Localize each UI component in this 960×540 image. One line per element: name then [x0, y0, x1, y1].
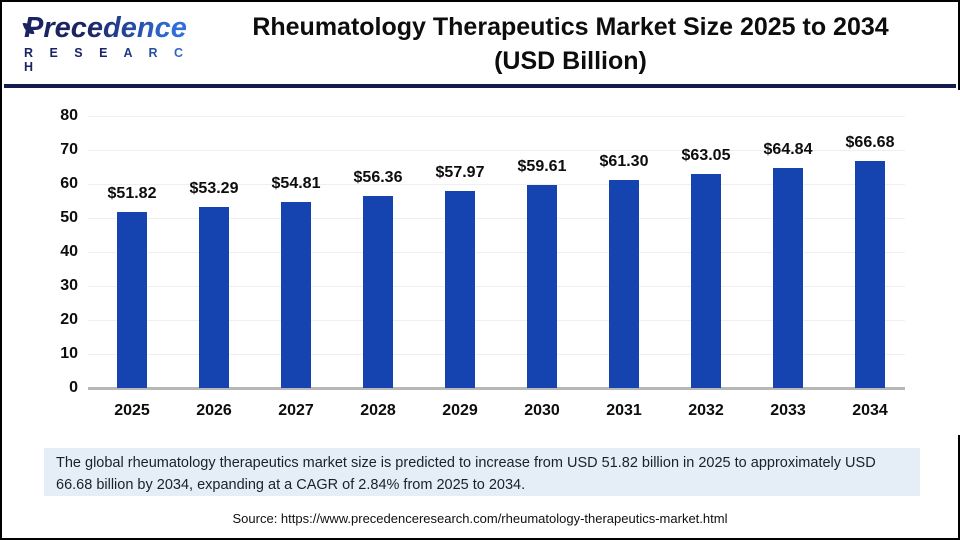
bar-value-label: $51.82 [107, 184, 157, 202]
y-axis-tick-label: 50 [60, 209, 78, 226]
bar-value-label: $63.05 [681, 146, 731, 164]
source-text: Source: https://www.precedenceresearch.c… [232, 511, 728, 526]
bar-value-label: $56.36 [353, 169, 403, 187]
bar-value-label: $59.61 [517, 158, 567, 176]
header: Precedence R E S E A R C H Rheumatology … [4, 4, 956, 84]
title-line-1: Rheumatology Therapeutics Market Size 20… [252, 12, 889, 41]
brand-subtitle: R E S E A R C H [24, 46, 199, 74]
summary-note: The global rheumatology therapeutics mar… [44, 448, 920, 496]
bar [445, 190, 475, 388]
brand-name: Precedence [24, 14, 199, 43]
brand-logo: Precedence R E S E A R C H [4, 14, 199, 74]
y-axis-tick-label: 0 [69, 379, 78, 396]
bar-value-label: $66.68 [845, 134, 895, 152]
x-axis-tick-label: 2030 [524, 402, 560, 419]
y-axis-tick-label: 20 [60, 311, 78, 328]
x-axis-tick-label: 2025 [114, 402, 150, 419]
bar [527, 185, 557, 388]
bar [363, 196, 393, 388]
bar [281, 201, 311, 388]
y-axis-tick-label: 30 [60, 277, 78, 294]
x-axis-tick-label: 2029 [442, 402, 478, 419]
gridline [88, 218, 905, 219]
x-axis-tick-label: 2028 [360, 402, 396, 419]
bar [199, 206, 229, 388]
bar [773, 167, 803, 388]
gridline [88, 354, 905, 355]
y-axis-tick-label: 80 [60, 107, 78, 124]
bar-value-label: $64.84 [763, 140, 813, 158]
x-axis-line [88, 387, 905, 390]
y-axis-tick-label: 60 [60, 175, 78, 192]
title-block: Rheumatology Therapeutics Market Size 20… [199, 10, 956, 79]
x-axis-tick-label: 2031 [606, 402, 642, 419]
title-line-2: (USD Billion) [494, 47, 647, 75]
gridline [88, 320, 905, 321]
gridline [88, 252, 905, 253]
bar-value-label: $54.81 [271, 174, 321, 192]
bar [691, 173, 721, 388]
gridline [88, 184, 905, 185]
gridline [88, 286, 905, 287]
plot-area: 0 10 20 30 40 50 60 70 80 $51.82 2025 $53.29 2026 $54… [4, 90, 960, 435]
gridline [88, 150, 905, 151]
bar [117, 211, 147, 388]
y-axis-tick-label: 70 [60, 141, 78, 158]
y-axis-tick-label: 40 [60, 243, 78, 260]
x-axis-tick-label: 2033 [770, 402, 806, 419]
bar-value-label: $53.29 [189, 179, 239, 197]
x-axis-tick-label: 2027 [278, 402, 314, 419]
bar [609, 179, 639, 388]
x-axis-tick-label: 2034 [852, 402, 888, 419]
x-axis-tick-label: 2026 [196, 402, 232, 419]
x-axis-tick-label: 2032 [688, 402, 724, 419]
bar [855, 161, 885, 388]
page-title: Rheumatology Therapeutics Market Size 20… [199, 10, 942, 79]
gridline [88, 116, 905, 117]
bar-value-label: $57.97 [435, 163, 485, 181]
y-axis-tick-label: 10 [60, 345, 78, 362]
header-divider [4, 84, 956, 88]
bar-value-label: $61.30 [599, 152, 649, 170]
